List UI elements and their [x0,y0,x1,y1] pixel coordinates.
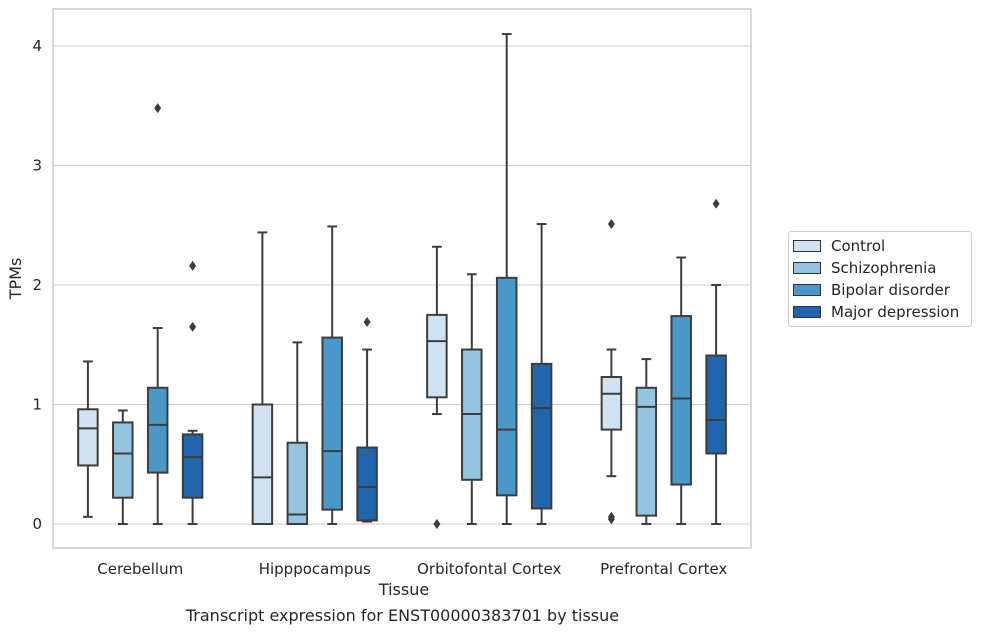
box-iqr [426,313,448,399]
box-hipppocampus-bipolar-disorder [321,225,343,525]
legend-label: Schizophrenia [831,259,937,277]
legend-swatch-bipolar-disorder [793,284,821,296]
outlier-point [363,317,371,328]
y-tick-label: 3 [32,157,42,175]
legend-item-bipolar-disorder: Bipolar disorder [793,280,950,300]
box-iqr [495,276,518,497]
box-hipppocampus-control [251,231,274,525]
legend-label: Control [831,237,886,255]
outlier-point [433,519,441,529]
box-cerebellum-major-depression [181,260,204,525]
box-orbitofontal-cortex-major-depression [530,223,553,525]
box-cerebellum-bipolar-disorder [146,103,169,525]
outlier-point [154,103,162,114]
legend-swatch-control [793,240,821,252]
legend-item-schizophrenia: Schizophrenia [793,258,936,278]
legend-label: Major depression [831,303,960,321]
x-tick-label: Prefrontal Cortex [600,560,727,578]
legend-label: Bipolar disorder [831,281,950,299]
box-prefrontal-cortex-bipolar-disorder [670,256,692,525]
box-iqr [670,315,692,486]
legend-swatch-major-depression [793,306,821,318]
y-axis-label: TPMs [6,258,25,301]
y-tick-label: 4 [32,37,42,55]
legend: Control Schizophrenia Bipolar disorder M… [788,231,972,327]
legend-item-major-depression: Major depression [793,302,959,322]
chart-caption: Transcript expression for ENST0000038370… [185,606,620,625]
box-iqr [600,376,623,431]
box-prefrontal-cortex-schizophrenia [635,358,658,525]
box-iqr [321,336,343,511]
outlier-point [712,198,720,209]
x-axis-label: Tissue [378,580,429,599]
box-iqr [251,403,274,525]
legend-item-control: Control [793,236,885,256]
box-iqr [356,446,378,522]
box-iqr [181,433,204,499]
box-iqr [530,362,553,510]
outlier-point [189,321,197,332]
outlier-point [607,219,615,230]
y-tick-label: 1 [32,396,42,414]
box-orbitofontal-cortex-schizophrenia [461,273,483,525]
x-tick-label: Orbitofontal Cortex [417,560,561,578]
box-orbitofontal-cortex-control [426,245,448,529]
y-tick-label: 2 [32,276,42,294]
x-tick-label: Cerebellum [97,560,183,578]
box-iqr [705,354,727,455]
box-prefrontal-cortex-control [600,219,623,525]
box-hipppocampus-major-depression [356,317,378,523]
legend-swatch-schizophrenia [793,262,821,274]
box-iqr [112,421,134,499]
box-cerebellum-control [77,360,99,518]
box-hipppocampus-schizophrenia [286,341,309,525]
outlier-point [189,260,197,271]
box-iqr [635,386,658,517]
box-iqr [146,386,169,474]
plot-frame [52,8,752,549]
box-orbitofontal-cortex-bipolar-disorder [495,33,518,525]
y-tick-label: 0 [32,515,42,533]
box-iqr [286,441,309,525]
outlier-point [607,514,615,525]
box-prefrontal-cortex-major-depression [705,198,727,525]
box-iqr [77,408,99,467]
box-cerebellum-schizophrenia [112,409,134,525]
x-tick-label: Hipppocampus [259,560,371,578]
